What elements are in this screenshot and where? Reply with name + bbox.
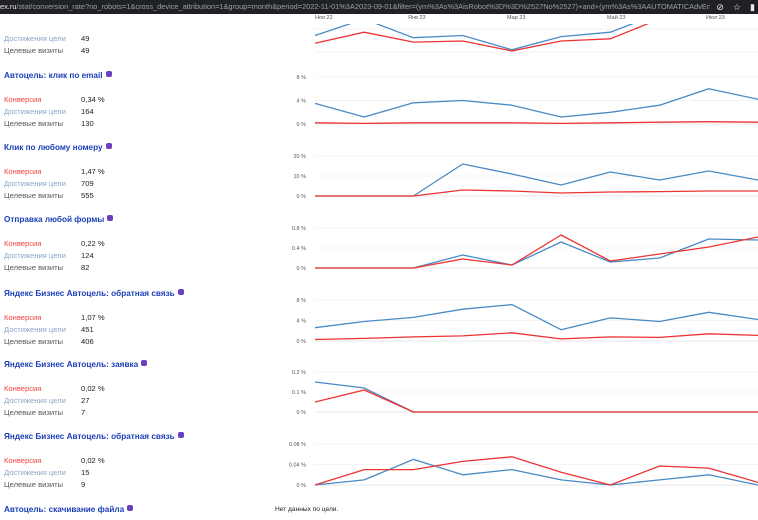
series-line-blue [314, 24, 634, 51]
series-line-blue [314, 381, 758, 413]
goal-info-icon[interactable] [107, 215, 114, 221]
y-tick-label: 0.4 % [292, 246, 306, 252]
y-tick-label: 4 % [297, 99, 307, 105]
goal-info-icon[interactable] [177, 432, 184, 438]
metric-row-visits: Целевые визиты 82 [4, 263, 90, 272]
y-tick-label: 0 % [297, 410, 307, 416]
goal-title[interactable]: Клик по любому номеру [4, 143, 112, 152]
y-tick-label: 0.08 % [289, 442, 306, 448]
x-tick: Мар 23 [507, 15, 526, 21]
y-tick-label: 0.2 % [292, 370, 306, 376]
series-line-blue [315, 238, 758, 269]
eye-off-icon[interactable]: ⊘ [716, 2, 724, 12]
metric-row-conversion: Конверсия 0,34 % [4, 95, 105, 104]
series-line-red [315, 234, 758, 269]
y-tick-label: 8 % [297, 75, 307, 81]
metric-row-visits: Целевые визиты 9 [4, 480, 86, 489]
goal-info-icon[interactable] [127, 505, 134, 511]
goal-info-icon[interactable] [105, 143, 112, 149]
x-tick: Май 23 [607, 15, 626, 21]
goal-title[interactable]: Яндекс Бизнес Автоцель: заявка [4, 360, 148, 369]
y-tick-label: 4 % [297, 319, 307, 325]
metric-row-goals: Достижения цели 15 [4, 468, 90, 477]
x-tick: Янв 23 [408, 15, 426, 21]
metric-row-conversion: Конверсия 1,47 % [4, 167, 105, 176]
metric-row-goals: Достижения цели 709 [4, 179, 94, 188]
metric-row-conversion: Конверсия 1,07 % [4, 313, 105, 322]
series-line-red [314, 121, 758, 125]
goal-info-icon[interactable] [177, 289, 184, 295]
series-line-blue [314, 458, 758, 486]
no-data-message: Нет данных по цели. [275, 506, 339, 513]
goal-title[interactable]: Отправка любой формы [4, 215, 114, 224]
metric-row-visits: Целевые визиты 555 [4, 191, 94, 200]
browser-address-bar[interactable]: ex.ru/stat/conversion_rate?no_robots=1&c… [0, 0, 758, 14]
metric-row-goals: Достижения цели 27 [4, 396, 90, 405]
metric-row-conversion: Конверсия 0,22 % [4, 239, 105, 248]
y-tick-label: 0 % [297, 339, 307, 345]
y-tick-label: 0 % [297, 266, 307, 272]
url-host: ex.ru [0, 2, 17, 11]
y-tick-label: 0.1 % [292, 390, 306, 396]
y-tick-label: 10 % [293, 174, 306, 180]
metric-row-visits: Целевые визиты 406 [4, 337, 94, 346]
metric-row-visits: Целевые визиты 49 [4, 46, 90, 55]
metric-row-conversion: Конверсия 0,02 % [4, 456, 105, 465]
goal-title[interactable]: Яндекс Бизнес Автоцель: обратная связь [4, 289, 184, 298]
y-tick-label: 8 % [297, 298, 307, 304]
metric-row-goals: Достижения цели 451 [4, 325, 94, 334]
series-line-red [314, 389, 758, 413]
y-tick-label: 0.8 % [292, 226, 306, 232]
y-tick-label: 0.04 % [289, 463, 306, 469]
browser-toolbar-icons: ⊘ ☆ ▮ [710, 0, 758, 14]
series-line-red [314, 456, 758, 486]
top-partial-chart [314, 24, 649, 52]
goal-title[interactable]: Автоцель: скачивание файла [4, 505, 134, 514]
y-tick-label: 20 % [293, 154, 306, 160]
metric-row-goals: Достижения цели 164 [4, 107, 94, 116]
series-line-red [315, 189, 758, 197]
goal-info-icon[interactable] [105, 71, 112, 77]
sidebar-icon[interactable]: ▮ [750, 2, 755, 12]
metric-row-visits: Целевые визиты 7 [4, 408, 86, 417]
y-tick-label: 0 % [297, 122, 307, 128]
url-path: /stat/conversion_rate?no_robots=1&cross_… [16, 2, 722, 11]
metric-row-goals: Достижения цели 124 [4, 251, 94, 260]
series-line-blue [314, 88, 758, 118]
x-tick: Ноя 22 [315, 15, 333, 21]
goal-title[interactable]: Яндекс Бизнес Автоцель: обратная связь [4, 432, 184, 441]
series-line-blue [314, 303, 758, 331]
x-axis-labels: Ноя 22 Янв 23 Мар 23 Май 23 Июл 23 [313, 15, 758, 23]
series-line-red [314, 24, 649, 52]
metric-row-conversion: Конверсия 0,02 % [4, 384, 105, 393]
goal-title[interactable]: Автоцель: клик по email [4, 71, 112, 80]
metric-row-goals: Достижения цели 49 [4, 34, 90, 43]
series-line-red [314, 332, 758, 341]
metric-row-visits: Целевые визиты 130 [4, 119, 94, 128]
x-tick: Июл 23 [706, 15, 725, 21]
url-text[interactable]: ex.ru/stat/conversion_rate?no_robots=1&c… [0, 0, 721, 14]
y-tick-label: 0 % [297, 483, 307, 489]
y-tick-label: 0 % [297, 194, 307, 200]
star-icon[interactable]: ☆ [732, 2, 742, 12]
goal-info-icon[interactable] [141, 360, 148, 366]
